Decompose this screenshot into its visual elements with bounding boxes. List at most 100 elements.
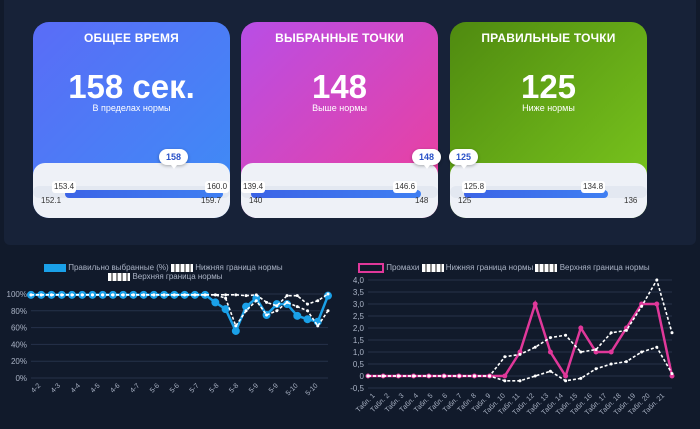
data-point [152, 293, 156, 297]
data-point [502, 373, 508, 379]
data-point [381, 374, 385, 378]
data-point [412, 374, 416, 378]
y-tick-label: -0,5 [350, 384, 364, 393]
norm-high-label: 160.0 [205, 181, 230, 193]
range-min-label: 152.1 [41, 196, 62, 205]
data-point [609, 362, 613, 366]
data-point [244, 309, 248, 313]
data-point [594, 367, 598, 371]
data-point [609, 331, 613, 335]
x-tick-label: 4-5 [90, 382, 102, 394]
data-point [532, 301, 538, 307]
range-max-label: 136 [624, 196, 638, 205]
data-point [265, 313, 269, 317]
data-point [533, 345, 537, 349]
data-point [548, 369, 552, 373]
legend-swatch [170, 263, 193, 272]
legend-swatch [44, 263, 66, 272]
data-point [594, 348, 598, 352]
data-point [608, 349, 614, 355]
y-tick-label: 20% [11, 357, 27, 366]
data-point [655, 278, 659, 282]
data-point [244, 294, 248, 298]
norm-high-label: 134.8 [581, 181, 606, 193]
data-point [563, 373, 569, 379]
legend-label[interactable]: Верхняя граница нормы [559, 263, 650, 273]
data-point [579, 350, 583, 354]
data-point [654, 301, 660, 307]
x-tick-label: 4-2 [30, 382, 42, 394]
data-point [640, 304, 644, 308]
legend-swatch [108, 272, 131, 281]
legend-label[interactable]: Промахи [386, 263, 420, 273]
range-min-label: 140 [249, 196, 263, 205]
data-point [39, 293, 43, 297]
chart-correct-selected: 0% 20% 40% 60% 80% 100% 4-2 4-3 4-4 4-5 4-6 4-7 5-6 5… [7, 290, 332, 397]
legend-label[interactable]: Правильно выбранные (%) [68, 263, 169, 272]
data-point [579, 376, 583, 380]
data-point [457, 374, 461, 378]
data-point [503, 355, 507, 359]
data-point [142, 293, 146, 297]
data-point [427, 374, 431, 378]
norm-low-label: 125.8 [462, 181, 487, 193]
data-point [231, 326, 240, 335]
data-point [547, 349, 553, 355]
x-tick-label: 5-10 [305, 382, 320, 397]
y-tick-label: 1,5 [353, 336, 365, 345]
data-point [316, 299, 320, 303]
card-title: ВЫБРАННЫЕ ТОЧКИ [275, 31, 404, 45]
card-title: ПРАВИЛЬНЫЕ ТОЧКИ [481, 31, 616, 45]
norm-high-label: 146.6 [393, 181, 418, 193]
x-tick-label: 5-10 [285, 382, 300, 397]
data-point [295, 294, 299, 298]
data-point [203, 293, 207, 297]
data-point [121, 293, 125, 297]
value-marker-bubble: 148 [412, 149, 442, 169]
data-point [172, 293, 176, 297]
data-point [503, 379, 507, 383]
data-point [548, 336, 552, 340]
x-tick-label: 5-8 [208, 382, 220, 394]
card-value: 158 сек. [68, 68, 195, 105]
data-point [111, 293, 115, 297]
card-total-time: ОБЩЕЕ ВРЕМЯ 158 сек. В пределах нормы 15… [33, 22, 230, 218]
card-status: В пределах нормы [92, 103, 171, 113]
x-tick-label: 5-7 [189, 382, 201, 394]
y-tick-label: 4,0 [353, 276, 365, 285]
data-point [306, 309, 310, 313]
data-point [80, 293, 84, 297]
data-point [213, 293, 217, 297]
y-tick-label: 0% [15, 374, 27, 383]
y-tick-label: 60% [11, 324, 27, 333]
range-max-label: 148 [415, 196, 429, 205]
legend-label[interactable]: Нижняя граница нормы [445, 263, 534, 273]
legend-label[interactable]: Верхняя граница нормы [132, 272, 223, 281]
data-point [655, 345, 659, 349]
value-marker-bubble: 125 [449, 149, 479, 169]
x-tick-label: 4-3 [50, 382, 62, 394]
legend-label[interactable]: Нижняя граница нормы [195, 263, 283, 272]
data-point [254, 293, 258, 297]
data-point [90, 293, 94, 297]
data-point [275, 309, 279, 313]
legend-swatch [535, 264, 558, 272]
legend-swatch [421, 264, 444, 272]
range-min-label: 125 [458, 196, 472, 205]
data-point [224, 293, 228, 297]
data-point [265, 300, 269, 304]
range-fill [251, 190, 421, 198]
data-point [131, 293, 135, 297]
data-point [578, 325, 584, 331]
card-title: ОБЩЕЕ ВРЕМЯ [83, 31, 180, 45]
range-max-label: 159.7 [201, 196, 222, 205]
series-line [31, 293, 329, 307]
y-tick-label: 100% [7, 290, 27, 299]
data-point [101, 293, 105, 297]
data-point [624, 328, 628, 332]
data-point [285, 294, 289, 298]
x-tick-label: 5-6 [149, 382, 161, 394]
data-point [224, 296, 228, 300]
x-tick-label: 4-7 [129, 382, 141, 394]
